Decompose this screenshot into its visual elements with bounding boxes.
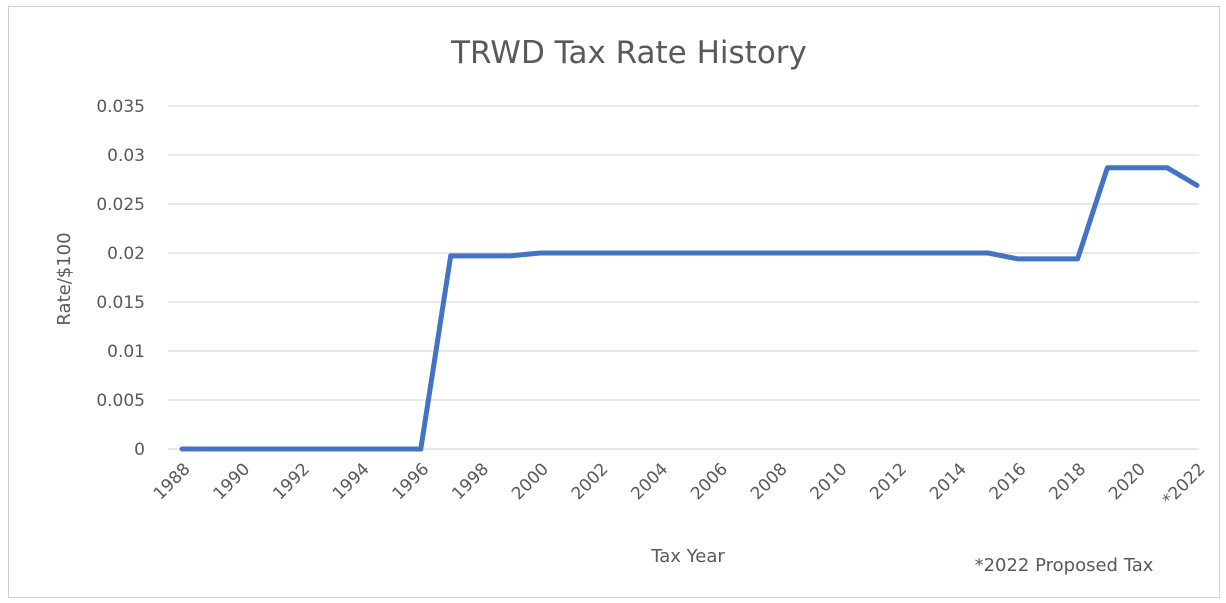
x-tick-label: 2014 xyxy=(926,459,971,504)
x-tick-label: 2012 xyxy=(866,459,911,504)
x-tick-label: 2008 xyxy=(747,459,792,504)
series-line xyxy=(179,165,1200,452)
x-axis-ticks: 1988 1990 1992 1994 1996 1998 2000 2002 2004 2006… xyxy=(150,459,1210,510)
y-tick-label: 0.015 xyxy=(96,293,145,313)
x-tick-label: 1998 xyxy=(448,459,493,504)
x-tick-label: 2006 xyxy=(687,459,732,504)
y-tick-label: 0.005 xyxy=(96,391,145,411)
x-tick-label: 1992 xyxy=(269,459,314,504)
series-group xyxy=(179,165,1200,452)
y-tick-label: 0.03 xyxy=(107,146,145,166)
x-tick-label: 2002 xyxy=(568,459,613,504)
y-tick-label: 0.01 xyxy=(107,342,145,362)
x-tick-label: 2016 xyxy=(986,459,1031,504)
x-tick-label: 1990 xyxy=(210,459,255,504)
x-tick-label: 1996 xyxy=(389,459,434,504)
x-tick-label: 2020 xyxy=(1105,459,1150,504)
x-tick-label: 2018 xyxy=(1045,459,1090,504)
y-axis-ticks: 0 0.005 0.01 0.015 0.02 0.025 0.03 0.035 xyxy=(96,97,145,460)
chart-title: TRWD Tax Rate History xyxy=(450,35,807,71)
x-tick-label: 1994 xyxy=(329,459,374,504)
x-tick-label: *2022 xyxy=(1159,459,1210,510)
x-axis-label: Tax Year xyxy=(650,546,725,567)
y-tick-label: 0.02 xyxy=(107,244,145,264)
x-tick-label: 2010 xyxy=(807,459,852,504)
footnote: *2022 Proposed Tax xyxy=(975,555,1154,576)
x-tick-label: 1988 xyxy=(150,459,195,504)
y-tick-label: 0.025 xyxy=(96,195,145,215)
gridlines xyxy=(168,105,1199,450)
y-tick-label: 0 xyxy=(134,440,145,460)
x-tick-label: 2000 xyxy=(508,459,553,504)
x-tick-label: 2004 xyxy=(627,459,672,504)
y-axis-label: Rate/$100 xyxy=(54,232,75,325)
y-tick-label: 0.035 xyxy=(96,97,145,117)
